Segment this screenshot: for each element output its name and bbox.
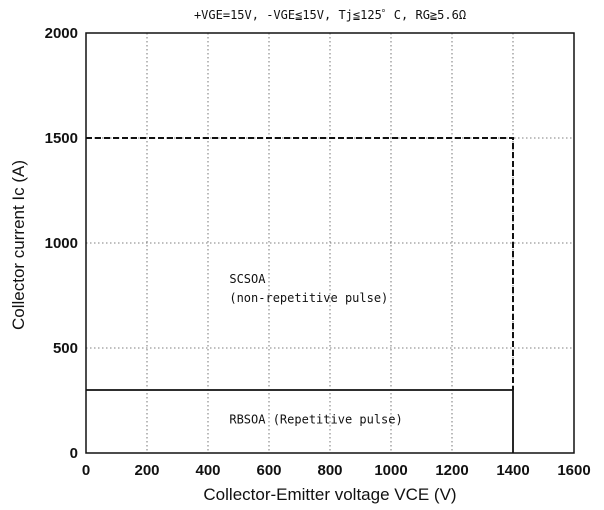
y-tick-label: 500 — [53, 340, 78, 357]
y-axis-label: Collector current Ic (A) — [9, 160, 28, 330]
annotation-sublabel: (non-repetitive pulse) — [229, 291, 388, 305]
x-tick-label: 0 — [82, 462, 90, 479]
x-axis-label: Collector-Emitter voltage VCE (V) — [203, 485, 456, 504]
y-tick-label: 1000 — [45, 235, 78, 252]
y-tick-label: 1500 — [45, 130, 78, 147]
x-tick-label: 200 — [134, 462, 159, 479]
series-layer — [86, 137, 514, 453]
y-tick-label: 0 — [70, 445, 78, 462]
x-tick-label: 1200 — [435, 462, 468, 479]
x-tick-label: 1400 — [496, 462, 529, 479]
y-tick-label: 2000 — [45, 25, 78, 42]
chart-title: +VGE=15V, -VGE≦15V, Tj≦125゜C, RG≧5.6Ω — [194, 8, 466, 22]
annotations-layer: SCSOA (non-repetitive pulse) RBSOA (Repeti… — [229, 272, 402, 427]
x-tick-label: 1600 — [557, 462, 590, 479]
rbsoa-boundary-line — [86, 389, 514, 453]
annotation-label: SCSOA — [229, 272, 266, 286]
x-tick-label: 600 — [256, 462, 281, 479]
ticks-layer: 0 200 400 600 800 1000 1200 1400 1600 0 500 1000 150… — [45, 25, 591, 479]
scsoa-boundary-line — [86, 137, 514, 390]
annotation-label: RBSOA (Repetitive pulse) — [229, 413, 402, 427]
x-tick-label: 800 — [317, 462, 342, 479]
x-tick-label: 1000 — [374, 462, 407, 479]
x-tick-label: 400 — [195, 462, 220, 479]
plot-frame — [85, 32, 575, 454]
